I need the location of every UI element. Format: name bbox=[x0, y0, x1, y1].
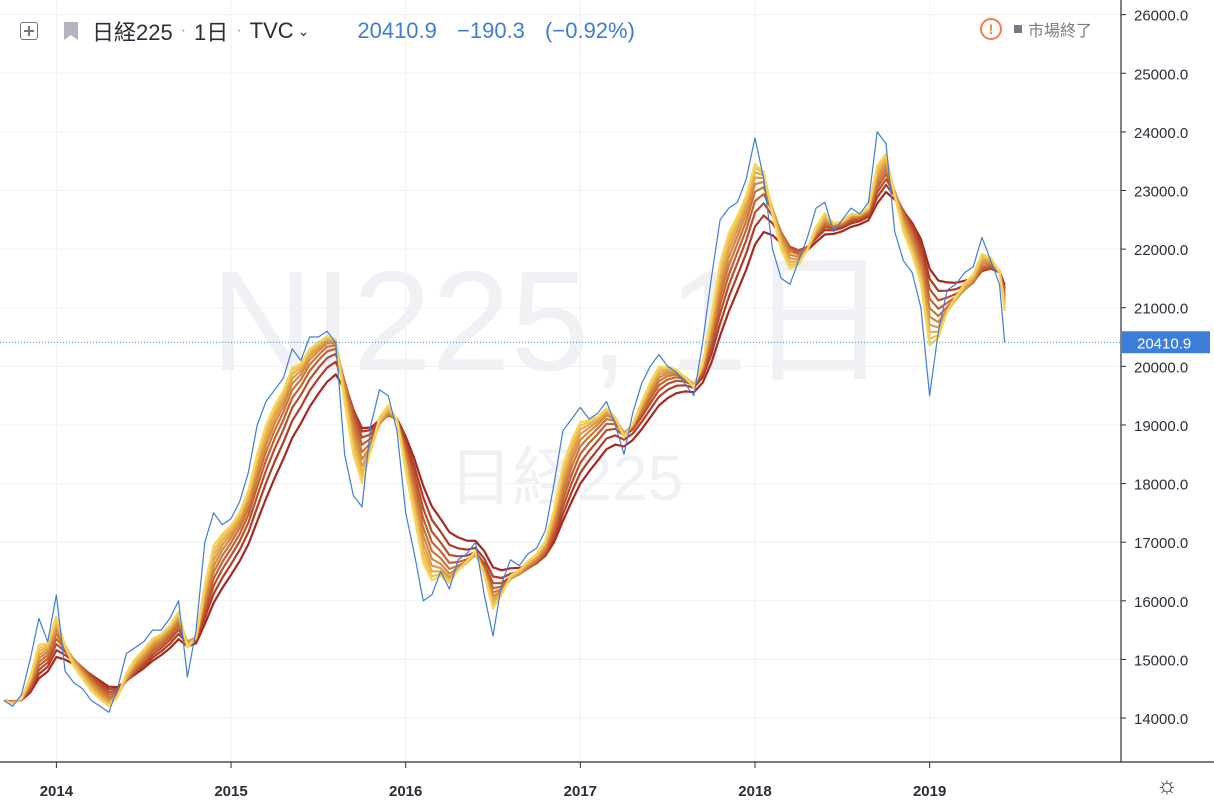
quote: 20410.9 −190.3 (−0.92%) bbox=[357, 18, 649, 44]
y-tick-label: 14000.0 bbox=[1134, 711, 1188, 728]
alert-icon[interactable]: ! bbox=[980, 18, 1002, 40]
y-tick-label: 23000.0 bbox=[1134, 184, 1188, 201]
separator-dot: · bbox=[180, 22, 187, 39]
ma-line bbox=[3, 155, 1006, 707]
y-tick-label: 16000.0 bbox=[1134, 594, 1188, 611]
y-tick-label: 20000.0 bbox=[1134, 359, 1188, 376]
time-axis-bg bbox=[0, 762, 1214, 806]
separator-dot: · bbox=[236, 22, 242, 39]
price-change-pct: (−0.92%) bbox=[545, 18, 635, 43]
chart-header: 日経225 · 1日 · TVC ⌄ 20410.9 −190.3 (−0.92… bbox=[0, 14, 649, 48]
y-tick-label: 22000.0 bbox=[1134, 242, 1188, 259]
y-tick-label: 19000.0 bbox=[1134, 418, 1188, 435]
watermark-main: NI225, 1日 bbox=[211, 242, 890, 401]
exchange-label[interactable]: TVC bbox=[249, 18, 294, 43]
interval-label[interactable]: 1日 bbox=[194, 20, 229, 45]
x-tick-label: 2015 bbox=[214, 783, 247, 800]
x-tick-label: 2018 bbox=[738, 783, 771, 800]
price-series bbox=[3, 131, 1006, 713]
last-price-label: 20410.9 bbox=[1137, 335, 1191, 352]
price-axis-bg bbox=[1121, 0, 1214, 806]
last-price-label-bg bbox=[1122, 331, 1210, 354]
y-tick-label: 17000.0 bbox=[1134, 535, 1188, 552]
price-line bbox=[3, 131, 1006, 713]
settings-icon[interactable]: ☼ bbox=[1156, 772, 1178, 799]
x-tick-label: 2017 bbox=[564, 783, 597, 800]
y-tick-label: 15000.0 bbox=[1134, 652, 1188, 669]
x-tick-label: 2019 bbox=[913, 783, 946, 800]
ma-line bbox=[3, 157, 1006, 705]
market-status: ! 市場終了 bbox=[980, 17, 1092, 41]
ma-ribbon bbox=[3, 152, 1006, 708]
y-tick-label: 21000.0 bbox=[1134, 301, 1188, 318]
market-status-label: 市場終了 bbox=[1028, 23, 1093, 40]
y-tick-label: 24000.0 bbox=[1134, 125, 1188, 142]
ma-line bbox=[3, 152, 1006, 708]
x-tick-label: 2014 bbox=[40, 783, 74, 800]
ma-line bbox=[3, 178, 1006, 704]
y-tick-label: 26000.0 bbox=[1134, 8, 1188, 25]
y-tick-label: 25000.0 bbox=[1134, 66, 1188, 83]
chevron-down-icon[interactable]: ⌄ bbox=[297, 22, 310, 39]
ma-line bbox=[3, 190, 1006, 703]
price-change: −190.3 bbox=[457, 18, 525, 43]
ma-line bbox=[3, 183, 1006, 703]
last-price: 20410.9 bbox=[357, 18, 437, 43]
symbol-name[interactable]: 日経225 bbox=[92, 20, 173, 45]
y-tick-label: 18000.0 bbox=[1134, 477, 1188, 494]
x-tick-label: 2016 bbox=[389, 783, 422, 800]
plus-icon[interactable] bbox=[20, 22, 38, 40]
flag-icon[interactable] bbox=[64, 22, 78, 40]
status-dot-icon bbox=[1014, 25, 1022, 33]
